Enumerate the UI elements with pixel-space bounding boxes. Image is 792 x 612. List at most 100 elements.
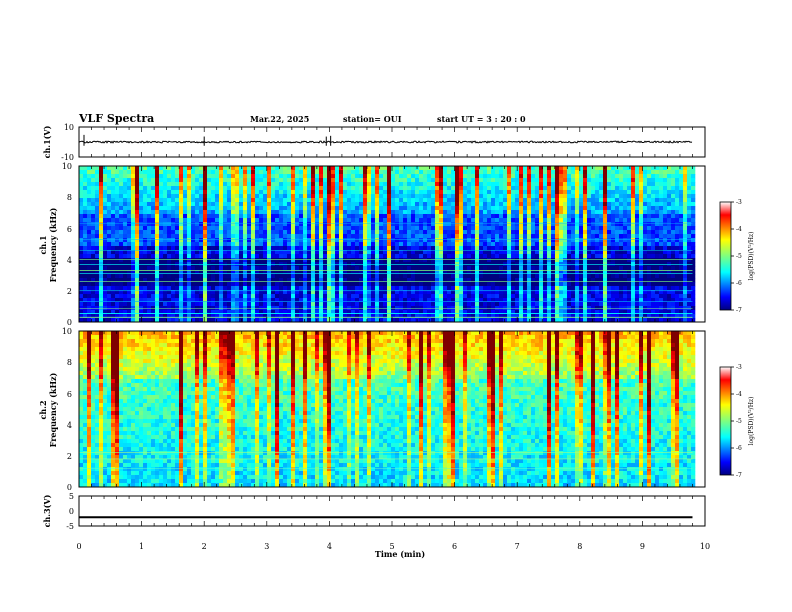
- spectrogram-cell: [523, 198, 528, 203]
- spectrogram-cell: [367, 270, 372, 275]
- spectrogram-cell: [315, 222, 320, 227]
- spectrogram-cell: [359, 186, 364, 191]
- spectrogram-cell: [351, 190, 356, 195]
- spectrogram-cell: [379, 238, 384, 243]
- spectrogram-cell: [91, 170, 96, 175]
- spectrogram-cell: [407, 218, 412, 223]
- spectrogram-cell: [527, 242, 532, 247]
- spectrogram-cell: [467, 290, 472, 295]
- spectrogram-cell: [455, 282, 460, 287]
- spectrogram-cell: [323, 214, 328, 219]
- spectrogram-cell: [371, 290, 376, 295]
- spectrogram-cell: [631, 278, 636, 283]
- spectrogram-cell: [327, 238, 332, 243]
- spectrogram-cell: [439, 258, 444, 263]
- spectrogram-cell: [619, 182, 624, 187]
- spectrogram-cell: [319, 266, 324, 271]
- spectrogram-cell: [371, 250, 376, 255]
- spectrogram-cell: [175, 170, 180, 175]
- spectrogram-cell: [551, 270, 556, 275]
- spectrogram-cell: [431, 210, 436, 215]
- spectrogram-cell: [647, 214, 652, 219]
- spectrogram-cell: [599, 202, 604, 207]
- spectrogram-cell: [511, 246, 516, 251]
- spectrogram-cell: [595, 234, 600, 239]
- spectrogram-cell: [579, 186, 584, 191]
- spectrogram-cell: [563, 286, 568, 291]
- spectrogram-cell: [263, 258, 268, 263]
- spectrogram-cell: [591, 238, 596, 243]
- spectrogram-cell: [135, 282, 140, 287]
- spectrogram-cell: [91, 166, 96, 171]
- spectrogram-cell: [355, 222, 360, 227]
- spectrogram-cell: [175, 178, 180, 183]
- spectrogram-cell: [511, 278, 516, 283]
- spectrogram-cell: [303, 230, 308, 235]
- spectrogram-cell: [627, 258, 632, 263]
- spectrogram-cell: [355, 174, 360, 179]
- spectrogram-cell: [191, 234, 196, 239]
- spectrogram-cell: [459, 222, 464, 227]
- spectrogram-cell: [571, 290, 576, 295]
- spectrogram-cell: [459, 286, 464, 291]
- spectrogram-cell: [327, 234, 332, 239]
- spectrogram-cell: [483, 194, 488, 199]
- spectrogram-cell: [663, 226, 668, 231]
- spectrogram-cell: [483, 174, 488, 179]
- spectrogram-cell: [647, 226, 652, 231]
- spectrogram-cell: [619, 286, 624, 291]
- spectrogram-cell: [79, 246, 84, 251]
- spectrogram-cell: [683, 238, 688, 243]
- spectrogram-cell: [347, 170, 352, 175]
- spectrogram-cell: [411, 210, 416, 215]
- spectrogram-cell: [207, 202, 212, 207]
- start-time-label: start UT = 3 : 20 : 0: [437, 114, 526, 124]
- spectrogram-cell: [423, 190, 428, 195]
- spectrogram-cell: [663, 202, 668, 207]
- spectrogram-cell: [659, 202, 664, 207]
- spectrogram-cell: [359, 178, 364, 183]
- spectrogram-cell: [591, 258, 596, 263]
- spectrogram-cell: [355, 178, 360, 183]
- spectrogram-cell: [675, 166, 680, 171]
- spectrogram-cell: [283, 238, 288, 243]
- spectrogram-cell: [219, 258, 224, 263]
- spectrogram-cell: [175, 242, 180, 247]
- spectrogram-cell: [367, 250, 372, 255]
- spectrogram-cell: [307, 202, 312, 207]
- spectrogram-cell: [203, 278, 208, 283]
- spectrogram-cell: [515, 198, 520, 203]
- spectrogram-cell: [135, 182, 140, 187]
- spectrogram-cell: [319, 222, 324, 227]
- spectrogram-cell: [627, 278, 632, 283]
- spectrogram-cell: [123, 246, 128, 251]
- spectrogram-cell: [299, 226, 304, 231]
- spectrogram-cell: [95, 202, 100, 207]
- spectrogram-cell: [207, 290, 212, 295]
- spectrogram-cell: [79, 278, 84, 283]
- spectrogram-cell: [351, 270, 356, 275]
- spectrogram-cell: [87, 190, 92, 195]
- spectrogram-cell: [435, 290, 440, 295]
- spectrogram-cell: [503, 186, 508, 191]
- spectrogram-cell: [527, 206, 532, 211]
- spectrogram-cell: [443, 258, 448, 263]
- spectrogram-cell: [187, 278, 192, 283]
- spectrogram-cell: [647, 210, 652, 215]
- spectrogram-cell: [267, 250, 272, 255]
- spectrogram-cell: [519, 186, 524, 191]
- spectrogram-cell: [299, 274, 304, 279]
- spectrogram-cell: [103, 242, 108, 247]
- spectrogram-cell: [283, 234, 288, 239]
- spectrogram-cell: [195, 190, 200, 195]
- spectrogram-cell: [503, 178, 508, 183]
- spectrogram-cell: [251, 254, 256, 259]
- spectrogram-cell: [187, 210, 192, 215]
- spectrogram-cell: [255, 266, 260, 271]
- spectrogram-cell: [311, 218, 316, 223]
- spectrogram-cell: [135, 206, 140, 211]
- spectrogram-cell: [487, 202, 492, 207]
- spectrogram-cell: [95, 270, 100, 275]
- spectrogram-cell: [607, 282, 612, 287]
- spectrogram-cell: [207, 210, 212, 215]
